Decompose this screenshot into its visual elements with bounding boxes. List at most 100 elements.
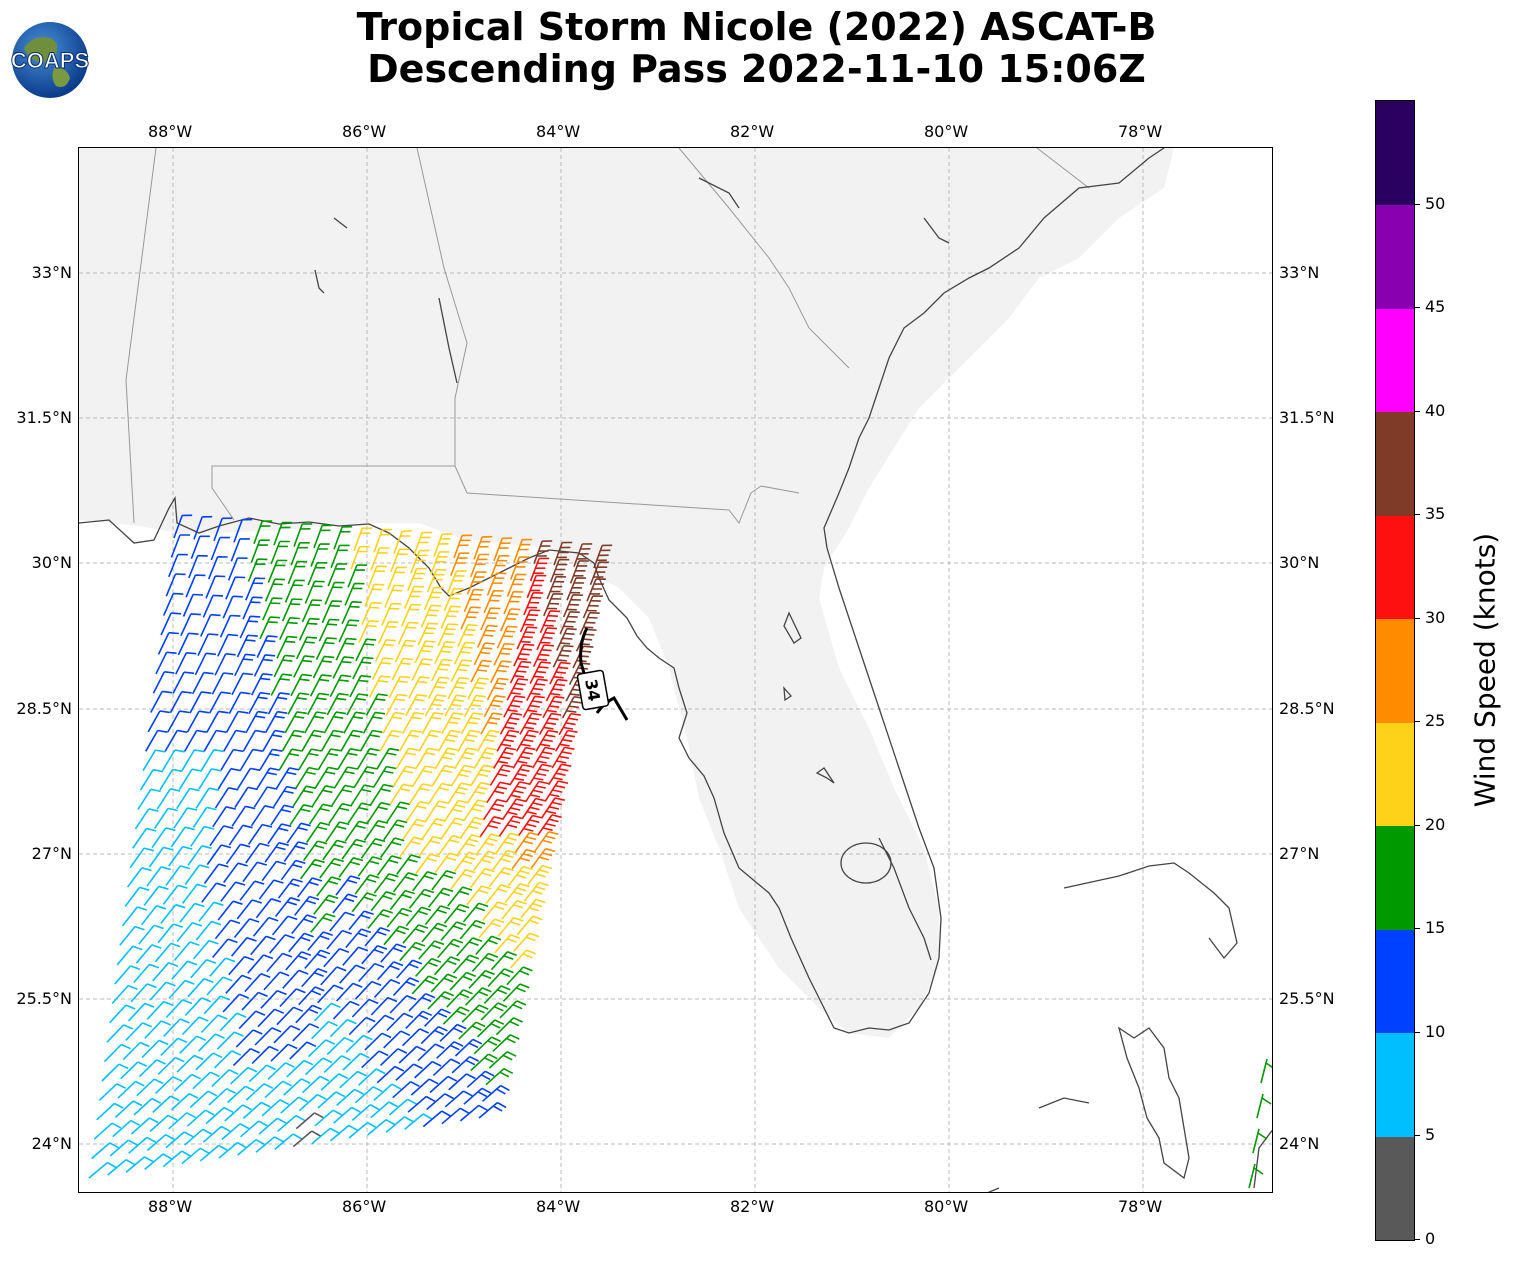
- wind-barb: [339, 964, 366, 984]
- wind-barb: [424, 800, 449, 822]
- wind-barb: [314, 766, 339, 789]
- wind-barb: [165, 1131, 194, 1149]
- wind-barb: [441, 1107, 470, 1125]
- wind-barb: [304, 949, 331, 970]
- right-lat-tick: 30°N: [1279, 553, 1320, 572]
- colorbar-tick-label: 20: [1425, 814, 1446, 834]
- wind-barb: [186, 1109, 215, 1127]
- wind-barb: [480, 712, 503, 735]
- wind-barb: [367, 565, 387, 589]
- wind-barb: [478, 918, 505, 939]
- wind-barb: [189, 1090, 218, 1109]
- wind-barb: [270, 804, 295, 826]
- wind-barb: [502, 983, 530, 1002]
- wind-barb: [121, 906, 148, 927]
- wind-barb: [299, 858, 325, 880]
- wind-barb: [211, 938, 238, 959]
- wind-barb: [124, 886, 150, 907]
- wind-barb: [515, 729, 539, 752]
- wind-barb: [365, 693, 388, 716]
- wind-barb: [446, 570, 467, 594]
- wind-barb: [336, 982, 363, 1002]
- wind-barb: [137, 788, 161, 810]
- wind-barb: [239, 615, 261, 639]
- wind-barb: [476, 624, 498, 648]
- wind-barb: [231, 672, 253, 696]
- wind-barb: [154, 807, 178, 829]
- chart-title: Tropical Storm Nicole (2022) ASCAT-B Des…: [200, 6, 1313, 90]
- wind-barb: [189, 691, 212, 714]
- wind-barb: [295, 1112, 324, 1130]
- wind-barb: [514, 831, 540, 853]
- wind-barb: [460, 712, 484, 735]
- wind-barb: [210, 536, 230, 561]
- wind-barb: [270, 673, 293, 696]
- wind-barb: [373, 979, 401, 998]
- wind-barb: [259, 748, 283, 771]
- wind-barb: [410, 549, 430, 574]
- wind-barb: [442, 1006, 470, 1025]
- wind-barb: [362, 711, 386, 734]
- wind-barb: [329, 911, 355, 932]
- wind-barb: [499, 712, 523, 735]
- coaps-logo: COAPS: [10, 22, 90, 98]
- wind-barb: [273, 521, 293, 546]
- colorbar-tick-label: 0: [1425, 1229, 1436, 1248]
- wind-barb: [273, 654, 295, 678]
- wind-barb: [295, 1004, 322, 1024]
- right-lat-tick: 24°N: [1279, 1134, 1320, 1153]
- wind-barb: [461, 1004, 489, 1023]
- colorbar-title: Wind Speed (knots): [1468, 532, 1502, 808]
- wind-barb: [155, 651, 177, 675]
- wind-barb: [439, 1023, 467, 1042]
- wind-barb: [208, 691, 232, 714]
- wind-barb: [476, 729, 500, 752]
- right-lat-tick: 27°N: [1279, 844, 1320, 863]
- wind-barb: [162, 592, 184, 616]
- wind-barb: [492, 1034, 520, 1052]
- wind-barb: [192, 806, 217, 828]
- wind-barb: [370, 547, 390, 571]
- wind-barb: [219, 614, 241, 638]
- wind-barb: [424, 1008, 451, 1027]
- wind-barb: [354, 980, 382, 1000]
- wind-barb: [320, 1073, 349, 1091]
- wind-barb: [538, 712, 562, 735]
- wind-barb: [370, 996, 398, 1016]
- wind-barb: [505, 781, 530, 803]
- wind-barb: [549, 661, 571, 685]
- wind-barb: [394, 639, 416, 663]
- wind-barb: [295, 766, 319, 789]
- wind-barb: [319, 857, 344, 879]
- left-lat-tick: 28.5°N: [16, 699, 72, 718]
- wind-barb: [313, 524, 333, 549]
- map-panel[interactable]: 34: [78, 147, 1273, 1193]
- wind-barb: [467, 677, 489, 700]
- wind-barb: [256, 767, 280, 790]
- right-lat-tick: 28.5°N: [1279, 699, 1335, 718]
- wind-barb: [276, 635, 298, 659]
- wind-barb: [298, 617, 320, 641]
- wind-barb: [182, 593, 204, 617]
- wind-barb: [516, 626, 538, 650]
- wind-barb: [203, 729, 227, 752]
- wind-barb: [433, 533, 453, 557]
- wind-barb: [338, 619, 360, 643]
- wind-barb: [431, 870, 457, 891]
- wind-barb: [264, 1080, 292, 1099]
- wind-barb: [154, 1076, 183, 1094]
- wind-barb: [307, 931, 333, 951]
- wind-barb: [207, 556, 228, 580]
- wind-barb: [125, 1022, 153, 1041]
- wind-barb: [328, 802, 353, 825]
- wind-barb: [344, 582, 365, 606]
- wind-barb: [281, 598, 303, 622]
- wind-barb: [448, 1073, 476, 1091]
- wind-barb: [256, 635, 278, 658]
- right-lat-tick: 25.5°N: [1279, 989, 1335, 1008]
- wind-barb: [519, 609, 541, 633]
- wind-barb: [357, 856, 383, 877]
- wind-barb: [231, 805, 256, 827]
- wind-barb: [412, 871, 438, 892]
- wind-barb: [223, 729, 246, 752]
